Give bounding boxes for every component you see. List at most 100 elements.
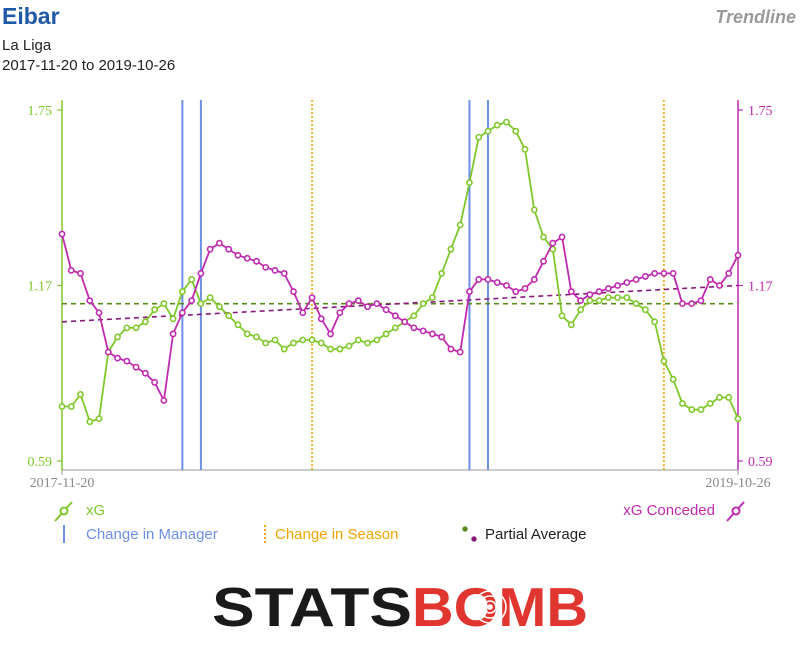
logo-target-icon: [473, 590, 507, 624]
xg-point: [577, 306, 584, 314]
xg-point: [540, 233, 547, 241]
y-tick-label-left: 0.59: [28, 455, 53, 470]
xg-conceded-point: [364, 303, 371, 311]
xg-conceded-point: [271, 266, 279, 274]
xg-point: [456, 221, 464, 229]
xg-point: [253, 333, 260, 341]
xg-conceded-point: [382, 306, 390, 314]
xg-conceded-point: [401, 318, 409, 326]
partial-average-legend-label: Partial Average: [485, 526, 586, 543]
xg-conceded-point: [447, 345, 455, 353]
xg-conceded-point: [188, 297, 196, 305]
xg-conceded-point: [151, 378, 159, 386]
xg-conceded-point: [669, 269, 677, 277]
logo-text-bomb: BOMB: [412, 578, 588, 638]
x-tick-label-start: 2017-11-20: [30, 476, 95, 491]
xg-conceded-point: [327, 330, 334, 338]
y-tick-label-left: 1.17: [28, 280, 53, 295]
xg-point: [364, 339, 371, 347]
xg-point: [197, 300, 205, 308]
xg-conceded-point: [225, 245, 233, 253]
xg-conceded-point: [466, 288, 473, 295]
xg-conceded-point: [243, 254, 251, 262]
season-legend-label: Change in Season: [275, 526, 398, 543]
xgc-legend-label: xG Conceded: [623, 502, 715, 519]
xg-point: [697, 406, 705, 413]
y-tick-label-right: 0.59: [748, 455, 773, 470]
xg-conceded-point: [438, 333, 446, 341]
xg-point: [521, 145, 529, 153]
xg-conceded-point: [206, 245, 214, 253]
xg-conceded-point: [521, 285, 529, 292]
xg-point: [512, 127, 520, 135]
xg-conceded-point: [290, 288, 297, 295]
xg-point: [345, 342, 353, 350]
xg-conceded-point: [160, 397, 168, 404]
xg-conceded-point: [484, 276, 492, 283]
xg-conceded-point: [734, 251, 742, 259]
xg-point: [234, 321, 242, 329]
xg-point: [262, 339, 270, 347]
xg-point: [688, 406, 696, 413]
xg-conceded-point: [503, 282, 510, 289]
xg-point: [58, 403, 66, 410]
xg-conceded-point: [391, 312, 399, 320]
xg-point: [327, 345, 334, 353]
xg-conceded-point: [641, 273, 649, 280]
xg-conceded-point: [706, 276, 714, 283]
xg-conceded-point: [419, 327, 427, 335]
y-tick-label-left: 1.75: [28, 104, 53, 119]
xg-conceded-point: [123, 357, 131, 365]
xg-conceded-point: [253, 257, 260, 265]
xg-conceded-point: [58, 230, 66, 238]
xg-conceded-point: [141, 369, 149, 377]
team-title: Eibar: [2, 3, 60, 29]
xg-conceded-point: [549, 239, 557, 247]
xg-point: [660, 357, 668, 365]
xg-point: [567, 321, 575, 329]
xg-conceded-point: [67, 266, 75, 274]
x-tick-label-end: 2019-10-26: [705, 476, 770, 491]
xg-point: [67, 403, 75, 410]
xg-conceded-point: [132, 363, 140, 371]
xg-conceded-point: [280, 269, 288, 277]
xg-point: [429, 294, 436, 302]
xg-point: [178, 288, 186, 295]
xg-conceded-point: [595, 288, 603, 295]
xg-point: [475, 133, 483, 141]
chart-kind-label: Trendline: [715, 7, 796, 27]
xg-point: [651, 318, 659, 326]
xg-point: [373, 336, 381, 344]
xg-point: [530, 206, 538, 214]
xg-conceded-point: [456, 348, 464, 356]
xg-conceded-point: [95, 309, 103, 317]
xg-conceded-point: [651, 269, 659, 277]
xg-point: [243, 330, 251, 338]
xg-point: [604, 294, 612, 302]
xg-point: [151, 306, 159, 314]
xg-point: [77, 391, 84, 398]
xg-point: [586, 297, 594, 305]
xg-point: [716, 394, 723, 401]
xg-conceded-point: [178, 309, 186, 317]
xg-conceded-point: [373, 300, 381, 308]
xg-point: [280, 345, 288, 353]
xgc-legend-icon: [726, 501, 745, 522]
xg-conceded-point: [530, 276, 538, 283]
xg-point: [216, 303, 223, 311]
date-range: 2017-11-20 to 2019-10-26: [2, 57, 176, 74]
xg-point: [271, 336, 279, 344]
xg-conceded-point: [614, 282, 622, 289]
xg-point: [410, 312, 418, 320]
xg-point: [466, 179, 473, 187]
xg-conceded-point: [632, 276, 640, 283]
xg-point: [290, 339, 297, 347]
xg-conceded-point: [577, 297, 584, 305]
y-tick-label-right: 1.75: [748, 104, 773, 119]
xg-point: [641, 306, 649, 314]
xg-point: [438, 269, 446, 277]
xg-point: [354, 336, 362, 344]
xg-conceded-point: [77, 269, 84, 277]
xg-point: [623, 294, 631, 302]
